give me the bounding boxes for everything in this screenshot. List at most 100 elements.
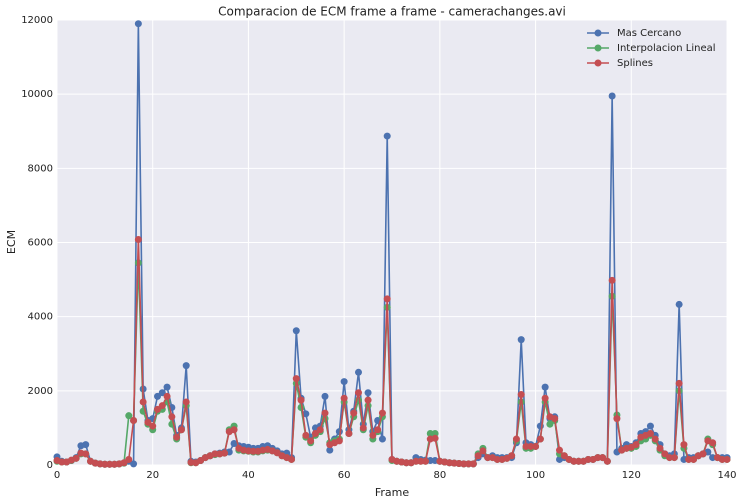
data-point	[723, 455, 731, 463]
x-tick-label: 100	[526, 470, 545, 481]
data-point	[699, 450, 707, 458]
data-point	[666, 454, 674, 462]
data-point	[632, 441, 640, 449]
data-point	[718, 455, 726, 463]
data-point	[125, 455, 133, 463]
data-point	[307, 437, 315, 445]
x-tick-label: 40	[242, 470, 255, 481]
data-point	[527, 442, 535, 450]
data-point	[340, 394, 348, 402]
data-point	[661, 450, 669, 458]
data-point	[316, 426, 324, 434]
data-point	[517, 391, 525, 399]
data-point	[288, 455, 295, 463]
data-point	[532, 442, 540, 450]
data-point	[168, 413, 176, 421]
data-point	[517, 336, 525, 344]
data-point	[106, 460, 114, 468]
y-tick-label: 12000	[21, 15, 53, 26]
data-point	[182, 362, 190, 370]
data-point	[603, 457, 611, 465]
data-point	[72, 454, 80, 462]
data-point	[460, 460, 468, 468]
data-point	[584, 455, 592, 463]
data-point	[125, 412, 133, 420]
data-point	[493, 455, 501, 463]
y-axis-label: ECM	[5, 230, 18, 254]
data-point	[154, 392, 161, 400]
data-point	[465, 460, 473, 468]
y-tick-label: 10000	[21, 89, 53, 100]
data-point	[378, 435, 386, 443]
data-point	[431, 429, 439, 437]
data-point	[474, 452, 482, 460]
data-point	[551, 415, 559, 423]
data-point	[374, 426, 382, 434]
data-point	[82, 441, 90, 449]
data-point	[302, 410, 310, 418]
data-point	[685, 455, 693, 463]
data-point	[130, 460, 138, 468]
y-tick-label: 4000	[28, 312, 53, 323]
x-tick-label: 20	[146, 470, 159, 481]
data-point	[417, 457, 425, 465]
data-point	[249, 447, 257, 455]
data-point	[292, 375, 300, 383]
y-tick-label: 8000	[28, 163, 53, 174]
legend-label: Mas Cercano	[617, 28, 681, 39]
data-point	[546, 420, 554, 428]
x-tick-label: 80	[433, 470, 446, 481]
data-point	[355, 368, 362, 376]
data-point	[134, 20, 142, 28]
data-point	[570, 457, 578, 465]
data-point	[292, 327, 300, 335]
data-point	[484, 454, 492, 462]
data-point	[651, 435, 659, 443]
data-point	[646, 422, 654, 430]
data-point	[211, 450, 219, 458]
data-point	[340, 378, 348, 386]
legend-label: Interpolacion Lineal	[617, 43, 716, 54]
data-point	[350, 409, 358, 417]
data-point	[321, 392, 329, 400]
data-point	[221, 449, 228, 457]
data-point	[656, 444, 664, 452]
data-point	[297, 396, 305, 404]
data-point	[709, 439, 717, 447]
data-point	[139, 398, 147, 406]
data-point	[378, 409, 386, 417]
data-point	[364, 389, 372, 397]
data-point	[335, 437, 343, 445]
data-point	[364, 396, 372, 404]
legend-marker	[594, 59, 602, 67]
data-point	[690, 455, 697, 463]
data-point	[173, 433, 181, 441]
data-point	[412, 457, 420, 465]
data-point	[594, 454, 602, 462]
data-point	[230, 426, 238, 434]
data-point	[82, 450, 90, 458]
data-point	[149, 422, 157, 430]
data-point	[345, 429, 353, 437]
x-axis-label: Frame	[375, 486, 410, 499]
data-point	[680, 441, 688, 449]
data-point	[613, 415, 621, 423]
data-point	[608, 92, 616, 100]
data-point	[182, 398, 190, 406]
data-point	[101, 460, 109, 468]
data-point	[556, 446, 563, 454]
data-point	[608, 276, 616, 284]
data-point	[512, 435, 520, 443]
y-tick-label: 6000	[28, 238, 53, 249]
data-point	[599, 454, 607, 462]
data-point	[522, 442, 530, 450]
data-point	[383, 132, 391, 140]
legend-label: Splines	[617, 58, 653, 69]
data-point	[469, 460, 477, 468]
data-point	[431, 434, 439, 442]
data-point	[359, 424, 367, 432]
data-point	[575, 457, 583, 465]
legend-marker	[594, 44, 602, 52]
